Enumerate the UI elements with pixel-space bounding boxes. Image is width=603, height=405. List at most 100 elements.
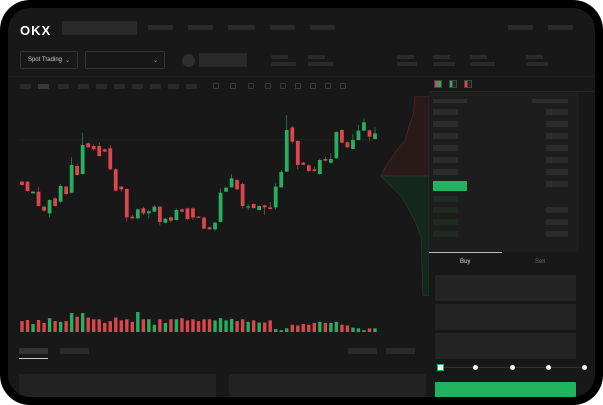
chart-tool-icon[interactable]	[325, 83, 331, 89]
candle-body	[317, 160, 322, 174]
amount-slider[interactable]	[437, 364, 587, 372]
candle-body	[124, 189, 129, 218]
candle	[20, 180, 24, 186]
candle	[97, 142, 102, 157]
timeframe-button[interactable]	[96, 84, 107, 89]
filter-button[interactable]	[348, 348, 377, 354]
candle	[58, 184, 63, 203]
timeframe-button[interactable]	[58, 84, 69, 89]
volume-bar	[80, 313, 85, 332]
book-view-bids-icon[interactable]	[449, 80, 457, 88]
candle	[306, 164, 311, 172]
volume-bar	[229, 318, 234, 332]
market-selector-label: Spot Trading	[27, 57, 62, 63]
timeframe-button[interactable]	[186, 84, 197, 89]
slider-step-dot[interactable]	[545, 365, 551, 370]
amount-input[interactable]	[435, 304, 576, 330]
candle	[25, 181, 30, 192]
filter-button[interactable]	[386, 348, 415, 354]
timeframe-button[interactable]	[150, 84, 161, 89]
slider-step-dot[interactable]	[582, 365, 587, 370]
candle-body	[169, 217, 173, 221]
candle-body	[130, 216, 135, 219]
timeframe-button[interactable]	[20, 84, 31, 89]
ask-price	[433, 133, 458, 139]
candle-body	[157, 206, 162, 222]
volume-bar	[207, 319, 212, 332]
search-bar[interactable]	[62, 21, 137, 35]
candle-body	[42, 206, 46, 211]
nav-item[interactable]	[310, 25, 335, 30]
candle	[75, 163, 80, 176]
candle-body	[301, 162, 306, 165]
volume-bar	[92, 319, 96, 332]
nav-item[interactable]	[188, 25, 213, 30]
column-header	[433, 99, 467, 103]
volume-bar	[312, 322, 317, 332]
candle-body	[47, 200, 52, 214]
volume-bar	[180, 318, 184, 332]
volume-bar	[274, 329, 278, 332]
volume-bar	[196, 321, 201, 332]
candle-body	[207, 227, 212, 230]
candle-body	[185, 208, 190, 219]
chart-tool-icon[interactable]	[248, 83, 254, 89]
pair-selector-dropdown[interactable]: ⌄	[85, 51, 165, 69]
book-view-both-icon[interactable]	[434, 80, 442, 88]
total-input[interactable]	[435, 333, 576, 359]
candlestick-chart[interactable]	[8, 100, 428, 340]
chart-tool-icon[interactable]	[280, 83, 286, 89]
book-view-asks-icon[interactable]	[464, 80, 472, 88]
buy-button[interactable]	[435, 382, 576, 397]
volume-bar	[31, 324, 35, 332]
divider	[8, 76, 595, 77]
timeframe-button[interactable]	[132, 84, 143, 89]
candle	[152, 205, 157, 212]
chart-tool-icon[interactable]	[310, 83, 316, 89]
market-selector-dropdown[interactable]: Spot Trading ⌄	[20, 51, 78, 69]
order-history-tab[interactable]	[60, 348, 89, 354]
candle-body	[356, 130, 361, 140]
timeframe-button[interactable]	[168, 84, 179, 89]
chart-tool-icon[interactable]	[295, 83, 301, 89]
sell-tab[interactable]: Sell	[535, 259, 546, 265]
chart-tool-icon[interactable]	[230, 83, 236, 89]
candle	[218, 188, 223, 223]
ask-size	[546, 157, 568, 163]
candle-body	[334, 132, 339, 159]
candle	[328, 153, 333, 164]
volume-bar	[158, 319, 162, 332]
candle	[64, 186, 69, 196]
nav-item[interactable]	[508, 25, 533, 30]
chart-tool-icon[interactable]	[213, 83, 219, 89]
candle-body	[80, 145, 85, 174]
candle	[202, 216, 206, 229]
candles	[20, 115, 377, 231]
chart-tool-icon[interactable]	[340, 83, 346, 89]
buy-tab[interactable]: Buy	[460, 259, 471, 265]
nav-item[interactable]	[270, 25, 295, 30]
volume-bar	[340, 324, 344, 332]
timeframe-button[interactable]	[114, 84, 125, 89]
slider-step-dot[interactable]	[509, 365, 515, 370]
volume-bar	[75, 316, 79, 332]
nav-item[interactable]	[228, 25, 255, 30]
price-input[interactable]	[435, 275, 576, 301]
slider-step-dot[interactable]	[473, 365, 479, 370]
chart-tool-icon[interactable]	[265, 83, 271, 89]
nav-item[interactable]	[148, 25, 173, 30]
candle-body	[268, 207, 273, 209]
timeframe-button[interactable]	[38, 84, 49, 89]
candle	[334, 131, 339, 159]
candle	[279, 170, 284, 188]
candle	[80, 132, 85, 175]
timeframe-button[interactable]	[78, 84, 89, 89]
candle	[290, 126, 295, 144]
nav-item[interactable]	[548, 25, 573, 30]
volume-bar	[141, 319, 146, 332]
candle	[246, 204, 251, 210]
okx-logo[interactable]: OKX	[20, 23, 52, 38]
slider-handle[interactable]	[437, 364, 444, 371]
open-orders-tab[interactable]	[19, 348, 48, 354]
